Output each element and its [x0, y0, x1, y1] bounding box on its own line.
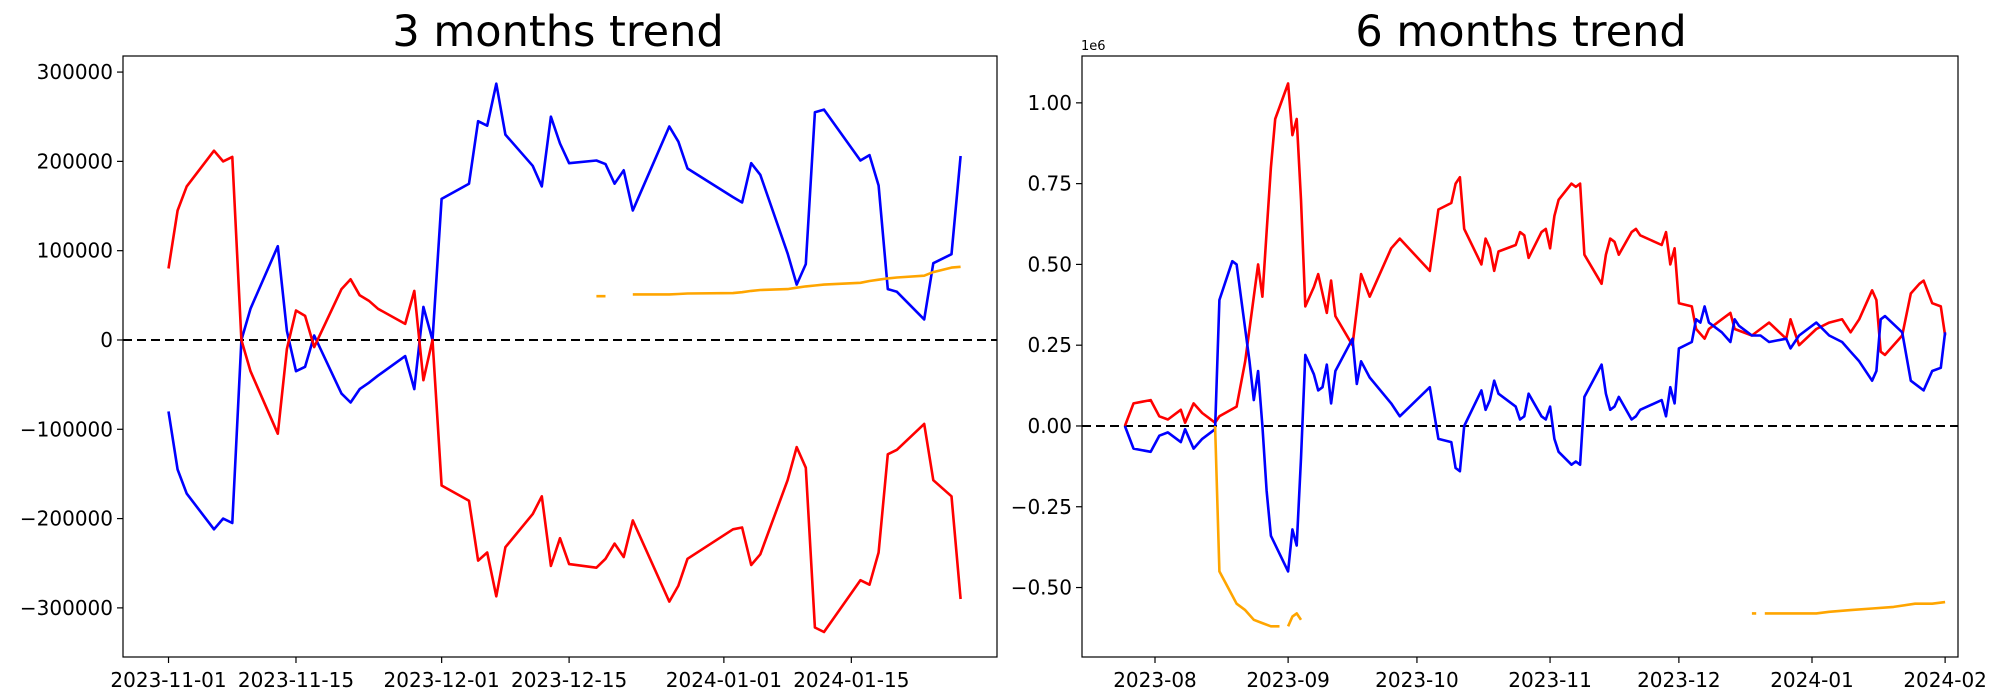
plot-frame: [1081, 55, 1959, 658]
series-line-2: [596, 265, 961, 298]
series-line-0: [167, 82, 962, 531]
y-tick-label: −100000: [20, 417, 113, 441]
series-group: [1082, 82, 1958, 628]
y-tick-label: 1.00: [1027, 91, 1072, 115]
chart-title: 3 months trend: [392, 7, 723, 57]
series-line-1: [167, 149, 962, 634]
chart-6-months: 6 months trend 2023-08 2023-09 2023-10 2023…: [1011, 7, 1987, 692]
series-line-2: [1213, 425, 1946, 628]
x-tick-label: 2023-11: [1508, 668, 1592, 692]
x-tick-label: 2023-08: [1113, 668, 1197, 692]
y-tick-label: 100000: [37, 239, 113, 263]
chart-title: 6 months trend: [1355, 7, 1686, 57]
series-line-1: [1123, 259, 1947, 573]
y-tick-label: −200000: [20, 507, 113, 531]
y-tick-label: −0.50: [1011, 576, 1072, 600]
x-tick-label: 2023-11-01: [110, 668, 226, 692]
y-tick-label: −300000: [20, 596, 113, 620]
y-tick-label: 200000: [37, 149, 113, 173]
y-tick-label: 0: [100, 328, 113, 352]
y-tick-label: 0.25: [1027, 333, 1072, 357]
chart-3-months: 3 months trend 2023-11-01 2023-11-15 2023-…: [20, 7, 998, 692]
y-tick-label: 0.75: [1027, 172, 1072, 196]
plot-frame: [122, 55, 998, 658]
y-tick-label: 0.00: [1027, 414, 1072, 438]
y-tick-label: 0.50: [1027, 252, 1072, 276]
plot-area: 2023-08 2023-09 2023-10 2023-11 2023-12 2024-…: [1011, 39, 1987, 692]
x-tick-label: 2023-09: [1246, 668, 1330, 692]
x-tick-label: 2024-01: [1770, 668, 1854, 692]
x-tick-label: 2023-12-15: [511, 668, 627, 692]
x-tick-label: 2023-10: [1375, 668, 1459, 692]
x-tick-label: 2024-02: [1903, 668, 1987, 692]
plot-area: 2023-11-01 2023-11-15 2023-12-01 2023-12-15…: [20, 55, 998, 692]
y-tick-label: −0.25: [1011, 495, 1072, 519]
series-line-0: [1123, 82, 1947, 427]
series-group: [123, 82, 997, 634]
y-offset-label: 1e6: [1081, 39, 1106, 54]
x-tick-label: 2023-12: [1637, 668, 1721, 692]
x-tick-label: 2024-01-01: [666, 668, 782, 692]
y-tick-label: 300000: [37, 60, 113, 84]
x-tick-label: 2023-11-15: [238, 668, 354, 692]
x-tick-label: 2023-12-01: [384, 668, 500, 692]
x-tick-label: 2024-01-15: [793, 668, 909, 692]
